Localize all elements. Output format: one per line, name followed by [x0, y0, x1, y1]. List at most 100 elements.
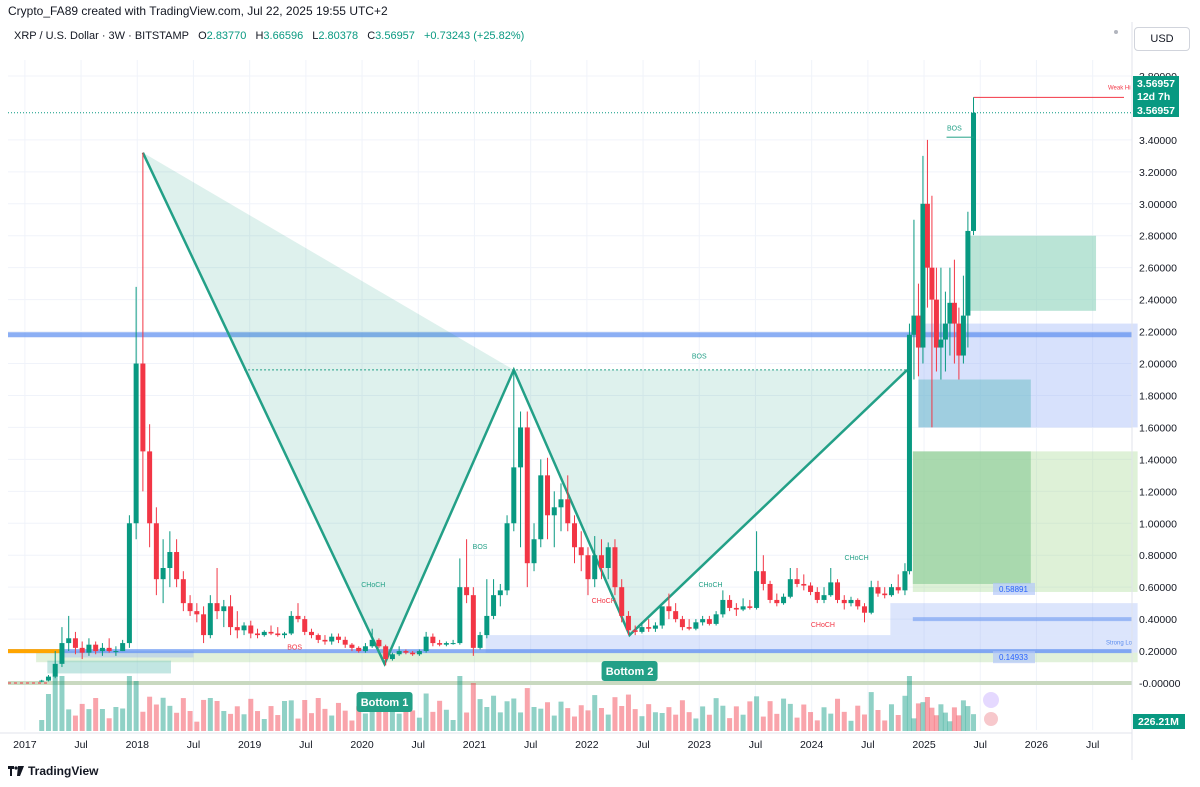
- time-axis[interactable]: 2017 Jul 2018 Jul 2019 Jul 2020 Jul 2021 Jul 2022 J…: [0, 22, 1133, 760]
- volume-bar: [767, 701, 773, 731]
- candle-body: [720, 599, 726, 615]
- candle-body: [410, 652, 416, 655]
- x-tick-label: Jul: [299, 739, 312, 751]
- candle-body: [79, 647, 85, 653]
- bottom-1-label-text: Bottom 1: [361, 697, 409, 709]
- volume-bar: [464, 712, 470, 731]
- volume-bar: [234, 706, 240, 731]
- candle-body: [228, 606, 234, 628]
- currency-button[interactable]: USD: [1134, 27, 1190, 51]
- zone-blue-upper: [918, 323, 1138, 428]
- candle-body: [659, 606, 665, 626]
- candle-body: [45, 676, 51, 681]
- candle-body: [754, 571, 760, 608]
- candle-body: [929, 267, 935, 300]
- candle-body: [153, 523, 159, 580]
- bottom-2-label-pill: [601, 661, 658, 681]
- volume-bar: [396, 713, 402, 731]
- volume-bar: [605, 714, 611, 731]
- price-chart[interactable]: BOS BOS BOS BOS CHoCH CHoCH CHoCH CHoCH CHoCH Bot…: [0, 22, 1200, 760]
- volume-bar: [808, 712, 814, 731]
- candle-body: [801, 583, 807, 586]
- event-flag-icon: [984, 712, 998, 726]
- x-tick-label: 2022: [575, 739, 599, 751]
- candle-body: [706, 619, 712, 624]
- y-tick-label: 1.60000: [1139, 422, 1177, 434]
- candle-body: [960, 315, 966, 356]
- volume-bar: [585, 710, 591, 731]
- candle-body: [612, 547, 618, 588]
- volume-bar: [201, 699, 207, 731]
- x-tick-label: Jul: [187, 739, 200, 751]
- candle-body: [956, 323, 962, 356]
- candle-body: [598, 555, 604, 568]
- weak-high-label: Weak Hi: [1108, 85, 1131, 91]
- volume-bar: [814, 720, 820, 731]
- volume-bar: [356, 706, 362, 731]
- candle-body: [268, 631, 274, 634]
- volume-bar: [153, 704, 159, 731]
- candle-body: [207, 603, 213, 636]
- volume-bar: [720, 705, 726, 731]
- price-axis[interactable]: 3.800003.400003.200003.000002.800002.600…: [983, 71, 1185, 729]
- candle-body: [592, 555, 598, 580]
- choch-label-2024: CHoCH: [845, 555, 869, 562]
- volume-bar: [362, 713, 368, 731]
- zones-layer: [8, 96, 1138, 686]
- candle-body: [214, 603, 220, 612]
- volume-bar: [855, 705, 861, 731]
- candle-body: [632, 630, 638, 632]
- candle-body: [349, 644, 355, 648]
- volume-bar: [639, 716, 645, 731]
- volume-bar: [369, 698, 375, 731]
- candle-body: [416, 651, 422, 655]
- candle-body: [59, 643, 65, 664]
- ohlc-legend: XRP / U.S. Dollar · 3W · BITSTAMP O2.837…: [14, 30, 530, 42]
- candle-body: [99, 647, 105, 652]
- candle-body: [888, 587, 894, 596]
- volume-bar: [261, 719, 267, 731]
- candle-body: [497, 590, 503, 596]
- candle-body: [275, 633, 281, 636]
- candle-body: [545, 475, 551, 516]
- candle-body: [383, 646, 389, 660]
- volume-bar: [295, 718, 301, 731]
- volume-bar: [632, 709, 638, 731]
- y-tick-label: -0.00000: [1139, 678, 1181, 690]
- high-value: 3.66596: [263, 30, 304, 42]
- volume-bar: [187, 711, 193, 731]
- pattern-fill-right: [513, 369, 908, 636]
- candle-body: [875, 587, 881, 594]
- candle-body: [295, 615, 301, 620]
- volume-bar: [450, 720, 456, 731]
- tradingview-brand[interactable]: TradingView: [8, 764, 98, 778]
- candle-body: [679, 619, 685, 628]
- candle-body: [585, 555, 591, 580]
- double-bottom-pattern: [141, 152, 909, 667]
- x-tick-label: Jul: [749, 739, 762, 751]
- candle-body: [794, 579, 800, 584]
- choch-label-2024b: CHoCH: [811, 622, 835, 629]
- x-tick-label: 2021: [463, 739, 487, 751]
- candle-body: [605, 547, 611, 568]
- volume-bar: [59, 676, 65, 731]
- volume-bar: [322, 708, 328, 731]
- x-tick-label: 2020: [350, 739, 374, 751]
- candle-body: [234, 627, 240, 631]
- candle-body: [767, 583, 773, 600]
- volume-bar: [335, 702, 341, 731]
- volume-bar: [174, 712, 180, 731]
- level-tag-bg: [993, 582, 1035, 595]
- candle-body: [551, 507, 557, 516]
- candle-body: [362, 646, 368, 652]
- symbol-title[interactable]: XRP / U.S. Dollar · 3W · BITSTAMP: [14, 30, 190, 42]
- candle-body: [942, 323, 948, 340]
- more-dots-icon[interactable]: [1114, 30, 1118, 34]
- candle-body: [524, 427, 530, 564]
- volume-bar: [781, 698, 787, 731]
- x-tick-label: 2017: [13, 739, 37, 751]
- candle-body: [713, 614, 719, 624]
- candle-body: [504, 523, 510, 591]
- candle-body: [369, 639, 375, 647]
- candle-body: [241, 625, 247, 631]
